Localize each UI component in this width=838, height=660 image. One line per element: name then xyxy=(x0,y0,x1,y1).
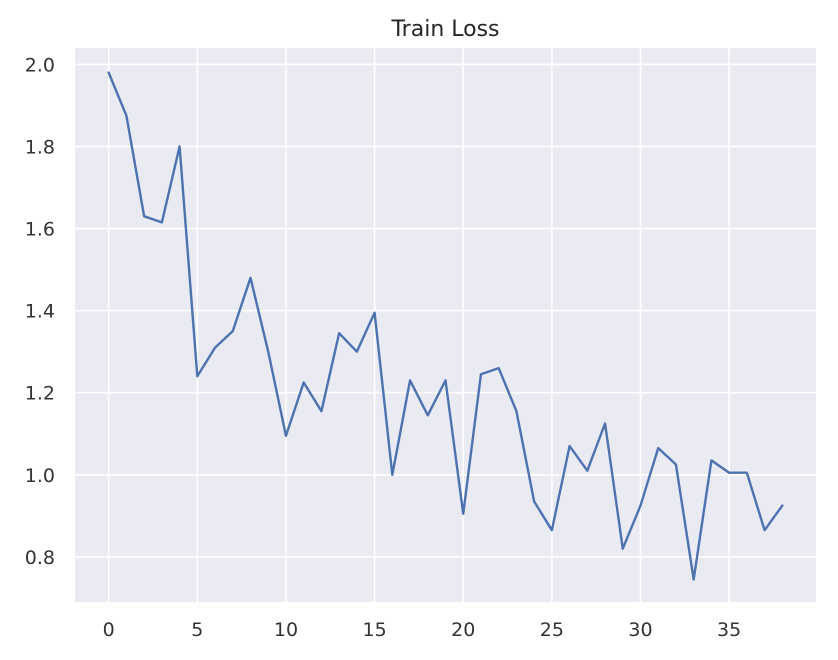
x-tick-label: 30 xyxy=(628,619,652,641)
x-tick-label: 5 xyxy=(191,619,203,641)
x-tick-label: 15 xyxy=(362,619,386,641)
y-tick-label: 1.4 xyxy=(25,301,55,323)
x-tick-label: 35 xyxy=(717,619,741,641)
data-point xyxy=(178,144,182,148)
data-point xyxy=(550,528,554,532)
y-tick-label: 2.0 xyxy=(25,54,55,76)
data-point xyxy=(213,346,217,350)
data-point xyxy=(656,446,660,450)
data-point xyxy=(319,409,323,413)
data-point xyxy=(231,329,235,333)
x-tick-label: 0 xyxy=(103,619,115,641)
chart-title: Train Loss xyxy=(390,17,499,42)
data-point xyxy=(692,577,696,581)
tick-labels: 0 5 10 15 20 25 30 35 0.8 1.0 1.2 1.4 1.6 1.8 2.0 xyxy=(25,54,741,641)
data-point xyxy=(408,378,412,382)
data-point xyxy=(302,380,306,384)
y-tick-label: 1.2 xyxy=(25,383,55,405)
x-tick-label: 10 xyxy=(274,619,298,641)
data-point xyxy=(568,444,572,448)
data-point xyxy=(674,463,678,467)
data-point xyxy=(621,547,625,551)
data-point xyxy=(124,114,128,118)
data-point xyxy=(603,421,607,425)
data-point xyxy=(532,499,536,503)
data-point xyxy=(355,350,359,354)
data-point xyxy=(780,504,784,508)
data-point xyxy=(390,473,394,477)
data-point xyxy=(373,311,377,315)
y-tick-label: 0.8 xyxy=(25,547,55,569)
data-point xyxy=(461,512,465,516)
data-point xyxy=(426,413,430,417)
data-point xyxy=(284,434,288,438)
data-point xyxy=(497,366,501,370)
data-point xyxy=(585,469,589,473)
data-point xyxy=(745,471,749,475)
y-tick-label: 1.8 xyxy=(25,136,55,158)
data-point xyxy=(249,276,253,280)
data-point xyxy=(160,220,164,224)
data-point xyxy=(444,378,448,382)
data-point xyxy=(266,350,270,354)
series-layer xyxy=(107,71,784,581)
data-point xyxy=(142,214,146,218)
x-tick-label: 25 xyxy=(540,619,564,641)
y-tick-label: 1.6 xyxy=(25,219,55,241)
data-point xyxy=(479,372,483,376)
data-point xyxy=(727,471,731,475)
data-point xyxy=(195,374,199,378)
data-point xyxy=(107,71,111,75)
data-point xyxy=(709,458,713,462)
data-point xyxy=(337,331,341,335)
data-point xyxy=(639,504,643,508)
plot-area xyxy=(75,48,816,602)
x-tick-label: 20 xyxy=(451,619,475,641)
y-tick-label: 1.0 xyxy=(25,465,55,487)
data-point xyxy=(763,528,767,532)
grid-lines xyxy=(75,48,816,602)
series-line-train-loss xyxy=(107,71,784,581)
data-point xyxy=(514,409,518,413)
